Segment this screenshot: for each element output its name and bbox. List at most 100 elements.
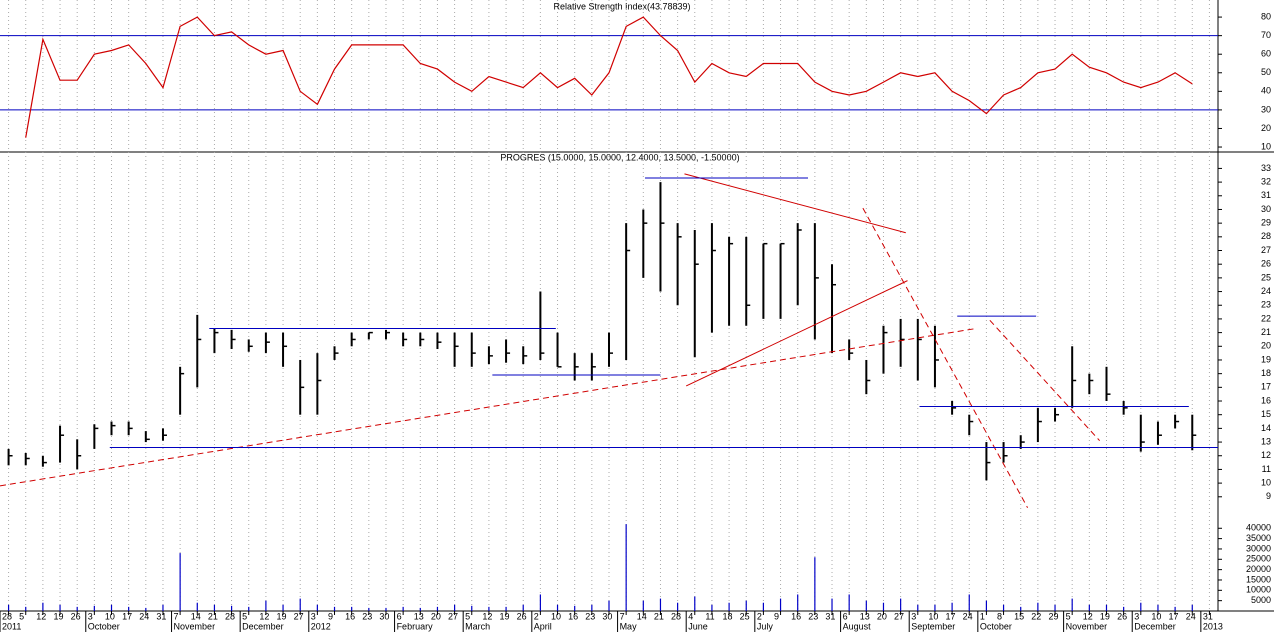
x-tick-label: 30 bbox=[379, 611, 389, 621]
trendline bbox=[685, 280, 908, 387]
x-tick-label: 23 bbox=[585, 611, 595, 621]
month-label: March bbox=[465, 621, 490, 631]
y-tick-label: 40000 bbox=[1246, 523, 1271, 533]
x-tick-label: 31 bbox=[825, 611, 835, 621]
x-tick-label: 9 bbox=[774, 611, 779, 621]
x-tick-label: 11 bbox=[705, 611, 714, 621]
x-tick-label: 19 bbox=[53, 611, 63, 621]
month-label: December bbox=[1134, 621, 1176, 631]
y-tick-label: 10 bbox=[1261, 141, 1271, 151]
y-tick-label: 25000 bbox=[1246, 554, 1271, 564]
month-label: 2012 bbox=[311, 621, 331, 631]
x-tick-label: 7 bbox=[174, 611, 179, 621]
month-label: April bbox=[534, 621, 552, 631]
x-tick-label: 28 bbox=[671, 611, 681, 621]
y-tick-label: 30 bbox=[1261, 204, 1271, 214]
y-tick-label: 35000 bbox=[1246, 533, 1271, 543]
rsi-title: Relative Strength Index(43.78839) bbox=[553, 1, 690, 11]
y-tick-label: 10000 bbox=[1246, 585, 1271, 595]
x-tick-label: 24 bbox=[963, 611, 973, 621]
x-tick-label: 5 bbox=[242, 611, 247, 621]
y-tick-label: 80 bbox=[1261, 11, 1271, 21]
month-label: February bbox=[397, 621, 434, 631]
y-tick-label: 22 bbox=[1261, 313, 1271, 323]
x-tick-label: 26 bbox=[517, 611, 527, 621]
x-tick-label: 14 bbox=[191, 611, 201, 621]
x-tick-label: 19 bbox=[499, 611, 509, 621]
x-tick-label: 24 bbox=[139, 611, 149, 621]
x-tick-label: 10 bbox=[551, 611, 561, 621]
y-tick-label: 15000 bbox=[1246, 574, 1271, 584]
x-tick-label: 14 bbox=[637, 611, 647, 621]
x-tick-label: 16 bbox=[345, 611, 355, 621]
y-tick-label: 32 bbox=[1261, 176, 1271, 186]
y-tick-label: 11 bbox=[1262, 464, 1271, 474]
x-tick-label: 29 bbox=[1048, 611, 1058, 621]
y-tick-label: 5000 bbox=[1251, 595, 1271, 605]
month-label: September bbox=[911, 621, 955, 631]
x-tick-label: 23 bbox=[362, 611, 372, 621]
trendline bbox=[684, 173, 906, 234]
month-label: November bbox=[174, 621, 216, 631]
month-label: October bbox=[88, 621, 120, 631]
y-tick-label: 20 bbox=[1261, 123, 1271, 133]
month-label: November bbox=[1066, 621, 1108, 631]
y-tick-label: 29 bbox=[1261, 218, 1271, 228]
x-tick-label: 27 bbox=[294, 611, 304, 621]
x-tick-label: 25 bbox=[740, 611, 750, 621]
x-tick-label: 2 bbox=[757, 611, 762, 621]
x-tick-label: 1 bbox=[980, 611, 985, 621]
y-tick-label: 21 bbox=[1261, 327, 1271, 337]
x-tick-label: 10 bbox=[928, 611, 938, 621]
y-tick-label: 26 bbox=[1261, 259, 1271, 269]
x-tick-label: 3 bbox=[1134, 611, 1139, 621]
x-tick-label: 10 bbox=[1151, 611, 1161, 621]
x-tick-label: 27 bbox=[448, 611, 458, 621]
x-tick-label: 2 bbox=[534, 611, 539, 621]
x-tick-label: 4 bbox=[688, 611, 693, 621]
y-tick-label: 24 bbox=[1261, 286, 1271, 296]
price-title: PROGRES (15.0000, 15.0000, 12.4000, 13.5… bbox=[500, 152, 739, 162]
month-label: August bbox=[843, 621, 872, 631]
x-tick-label: 13 bbox=[860, 611, 870, 621]
x-tick-label: 22 bbox=[1031, 611, 1041, 621]
x-tick-label: 23 bbox=[808, 611, 818, 621]
y-tick-label: 31 bbox=[1261, 190, 1271, 200]
x-tick-label: 16 bbox=[568, 611, 578, 621]
x-tick-label: 17 bbox=[122, 611, 132, 621]
x-tick-label: 30 bbox=[602, 611, 612, 621]
x-tick-label: 5 bbox=[465, 611, 470, 621]
month-label: October bbox=[980, 621, 1012, 631]
x-tick-label: 3 bbox=[311, 611, 316, 621]
x-tick-label: 17 bbox=[1169, 611, 1179, 621]
y-tick-label: 20 bbox=[1261, 341, 1271, 351]
x-tick-label: 13 bbox=[414, 611, 424, 621]
y-tick-label: 50 bbox=[1261, 67, 1271, 77]
y-tick-label: 30 bbox=[1261, 104, 1271, 114]
x-tick-label: 21 bbox=[654, 611, 664, 621]
month-label: 2013 bbox=[1203, 621, 1223, 631]
y-tick-label: 25 bbox=[1261, 272, 1271, 282]
y-tick-label: 70 bbox=[1261, 30, 1271, 40]
x-tick-label: 26 bbox=[71, 611, 81, 621]
x-tick-label: 12 bbox=[1083, 611, 1093, 621]
trendline bbox=[0, 328, 977, 487]
x-tick-label: 6 bbox=[397, 611, 402, 621]
x-tick-label: 16 bbox=[791, 611, 801, 621]
x-tick-label: 17 bbox=[946, 611, 956, 621]
y-tick-label: 16 bbox=[1261, 395, 1271, 405]
x-tick-label: 7 bbox=[620, 611, 625, 621]
y-tick-label: 20000 bbox=[1246, 564, 1271, 574]
x-tick-label: 19 bbox=[276, 611, 286, 621]
x-tick-label: 26 bbox=[1117, 611, 1127, 621]
x-tick-label: 18 bbox=[723, 611, 733, 621]
x-tick-label: 19 bbox=[1100, 611, 1110, 621]
x-tick-label: 12 bbox=[482, 611, 492, 621]
x-tick-label: 10 bbox=[105, 611, 115, 621]
x-tick-label: 12 bbox=[259, 611, 269, 621]
x-tick-label: 12 bbox=[36, 611, 46, 621]
y-tick-label: 18 bbox=[1261, 368, 1271, 378]
month-label: June bbox=[688, 621, 708, 631]
